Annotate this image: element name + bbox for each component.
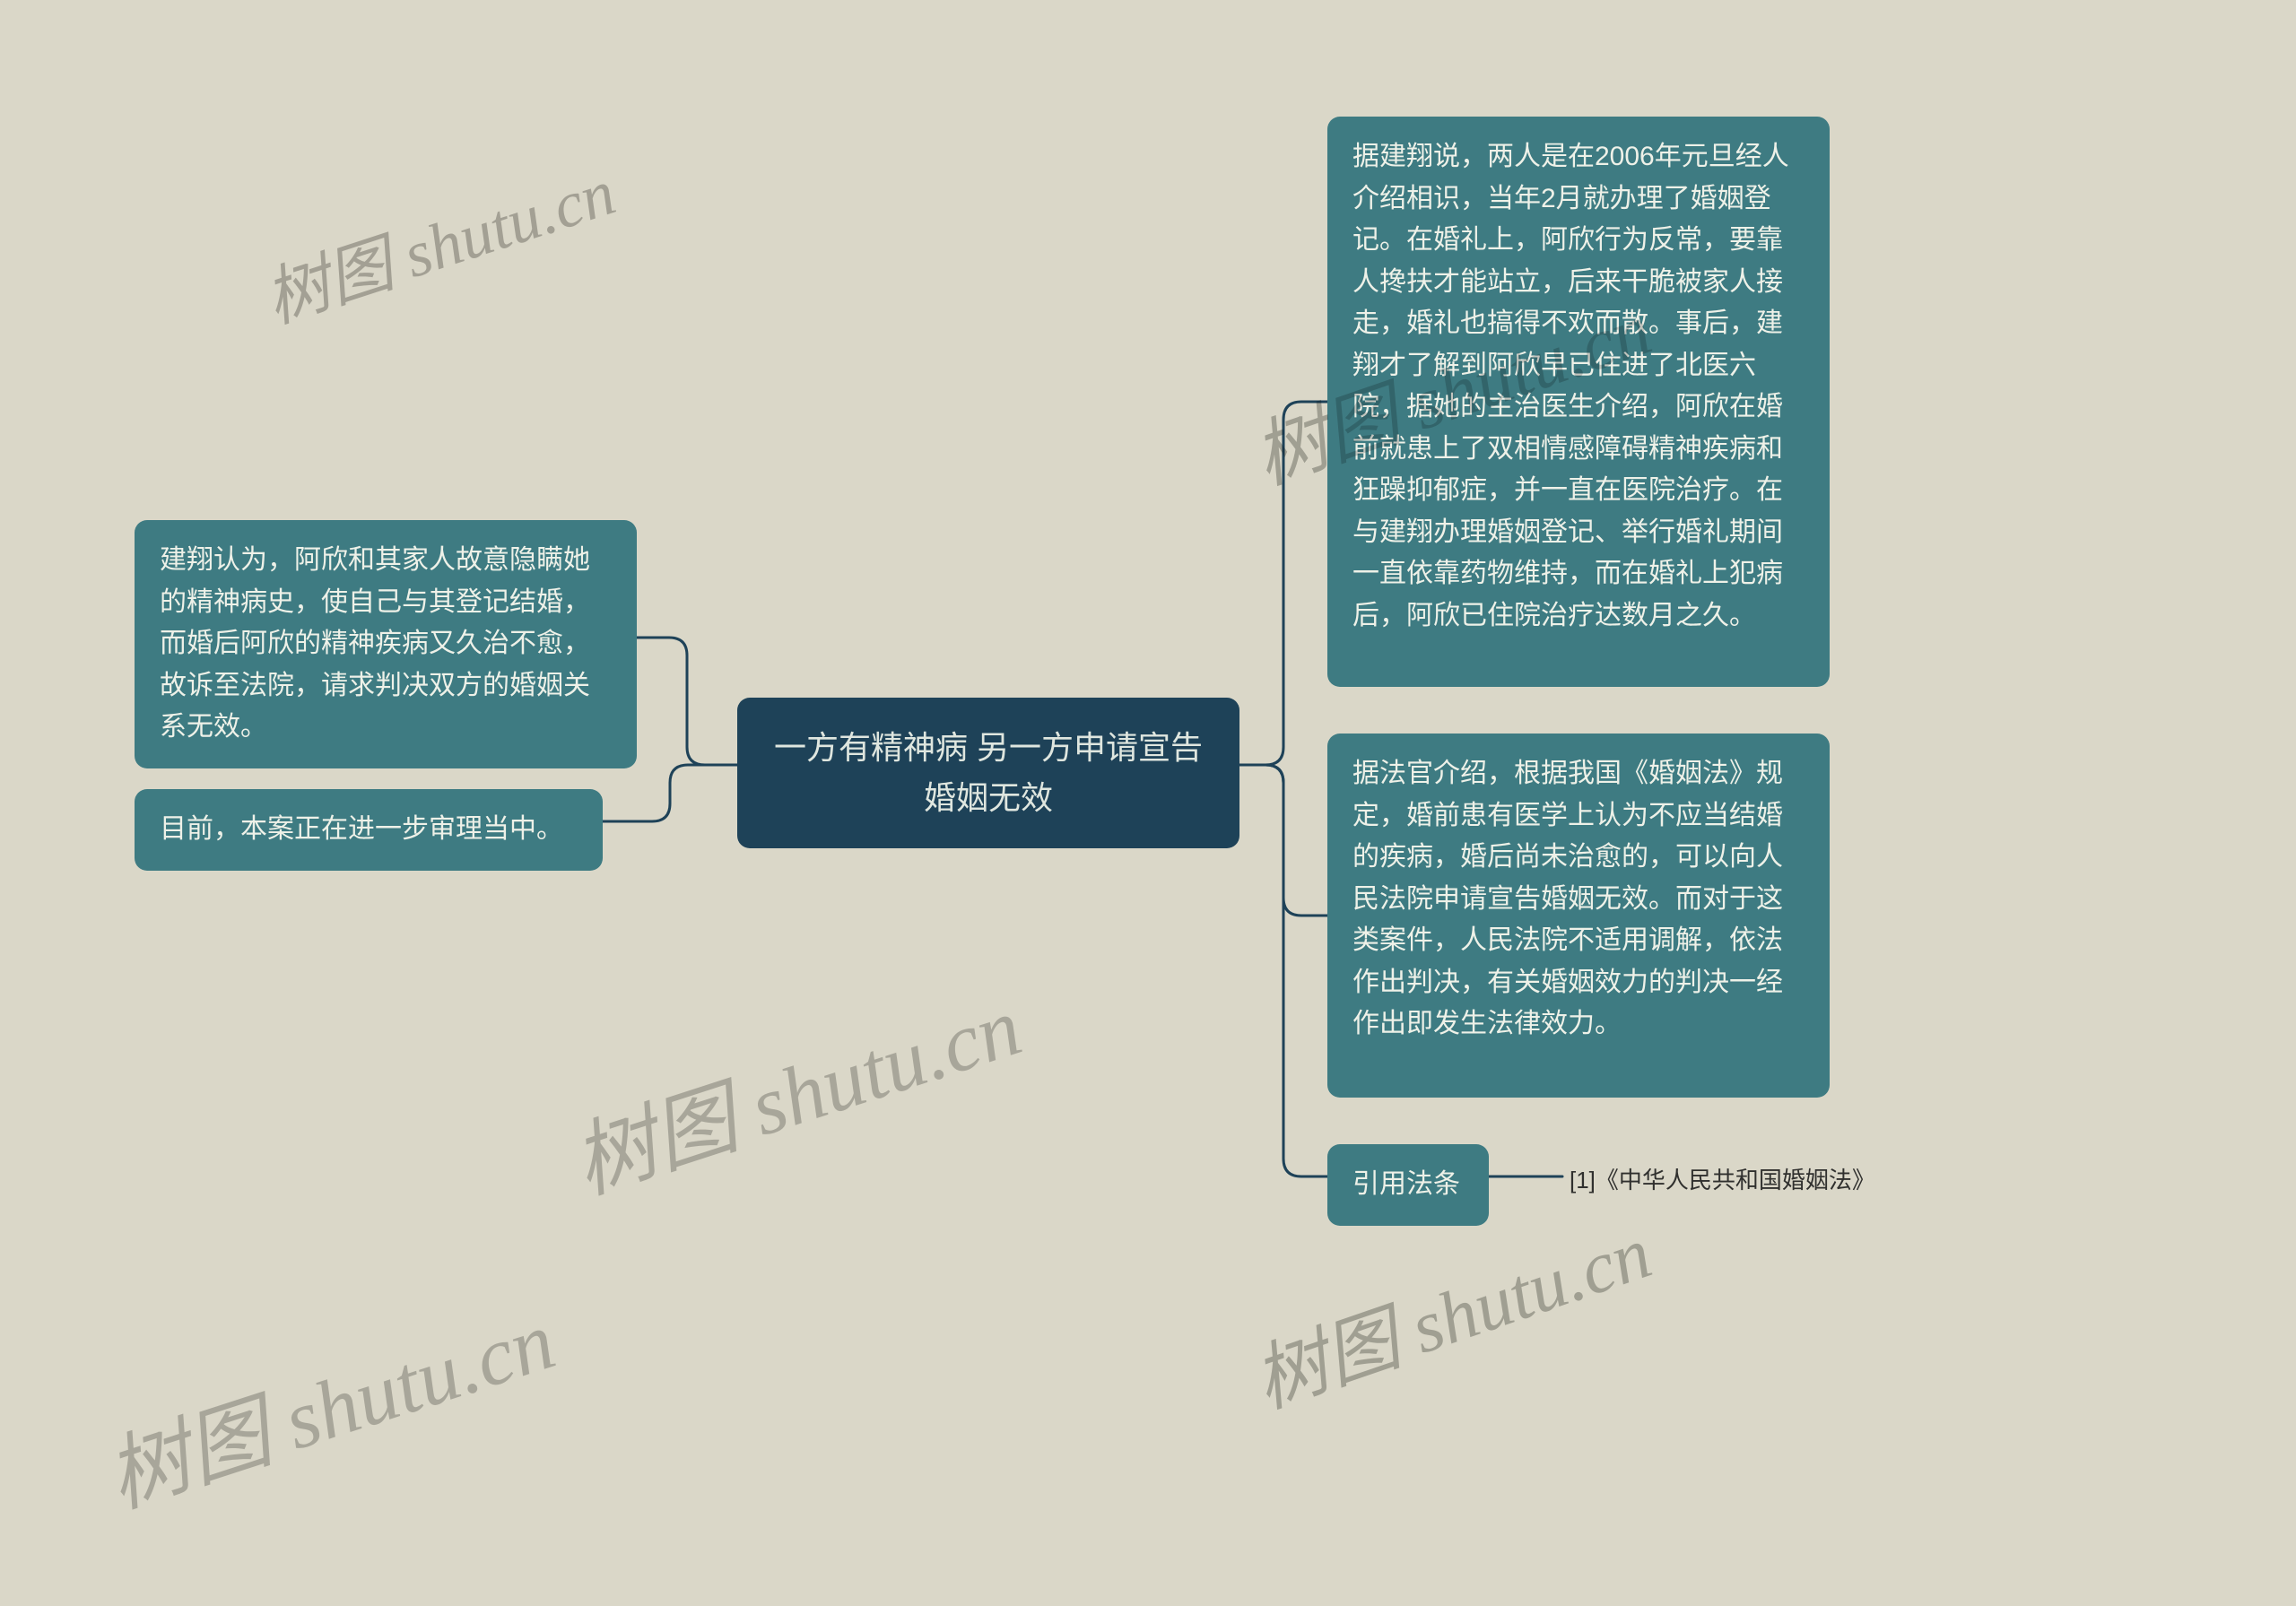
right-node-3-child[interactable]: [1]《中华人民共和国婚姻法》 [1570,1162,1946,1195]
right-node-3[interactable]: 引用法条 [1327,1144,1489,1226]
right-node-3-child-text: [1]《中华人民共和国婚姻法》 [1570,1167,1875,1194]
left-node-1-text: 建翔认为，阿欣和其家人故意隐瞒她的精神病史，使自己与其登记结婚，而婚后阿欣的精神… [160,545,590,742]
right-node-3-text: 引用法条 [1352,1169,1460,1199]
left-node-2-text: 目前，本案正在进一步审理当中。 [160,814,563,844]
center-node-text: 一方有精神病 另一方申请宣告婚姻无效 [770,723,1207,823]
right-node-2-text: 据法官介绍，根据我国《婚姻法》规定，婚前患有医学上认为不应当结婚的疾病，婚后尚未… [1352,759,1783,1038]
mindmap-canvas: 树图 shutu.cn树图 shutu.cn树图 shutu.cn树图 shut… [0,0,2296,1606]
center-node[interactable]: 一方有精神病 另一方申请宣告婚姻无效 [737,698,1239,848]
left-node-1[interactable]: 建翔认为，阿欣和其家人故意隐瞒她的精神病史，使自己与其登记结婚，而婚后阿欣的精神… [135,520,637,768]
left-node-2[interactable]: 目前，本案正在进一步审理当中。 [135,789,603,871]
right-node-1[interactable]: 据建翔说，两人是在2006年元旦经人介绍相识，当年2月就办理了婚姻登记。在婚礼上… [1327,117,1830,687]
right-node-1-text: 据建翔说，两人是在2006年元旦经人介绍相识，当年2月就办理了婚姻登记。在婚礼上… [1352,142,1789,630]
right-node-2[interactable]: 据法官介绍，根据我国《婚姻法》规定，婚前患有医学上认为不应当结婚的疾病，婚后尚未… [1327,734,1830,1098]
